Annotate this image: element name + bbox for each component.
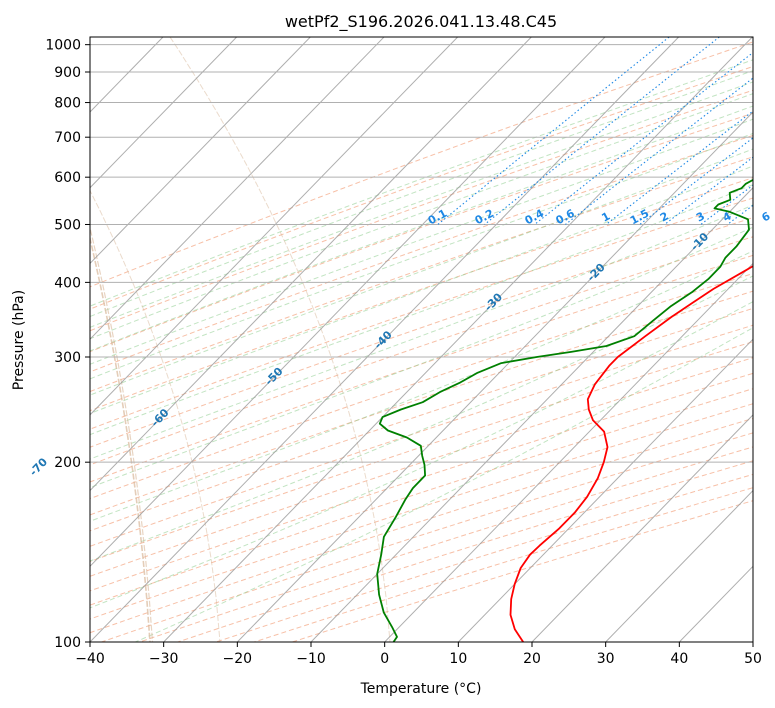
y-tick-label: 900 bbox=[54, 65, 81, 81]
dry-adiabat bbox=[90, 177, 753, 412]
y-tick-label: 600 bbox=[54, 170, 81, 186]
x-tick-label: 10 bbox=[449, 651, 467, 667]
mixing-ratio-line bbox=[534, 51, 753, 225]
mixing-ratio-line bbox=[605, 110, 753, 225]
plot-frame bbox=[89, 36, 754, 643]
dewpoint-trace bbox=[376, 178, 753, 642]
moist-adiabat bbox=[90, 81, 753, 328]
isotherm-line bbox=[163, 37, 753, 642]
temperature-trace bbox=[509, 265, 753, 642]
profile-traces bbox=[376, 178, 753, 642]
mixing-ratio-line bbox=[766, 32, 775, 225]
y-tick-label: 700 bbox=[54, 130, 81, 146]
x-tick-label: −20 bbox=[223, 651, 253, 667]
moist-adiabat bbox=[90, 184, 753, 436]
isotherm-line bbox=[90, 37, 385, 340]
y-axis-ticks: 100 200 300 400 500 600 700 800 900 1000 bbox=[45, 38, 90, 651]
y-tick-label: 500 bbox=[54, 217, 81, 233]
y-tick-label: 400 bbox=[54, 275, 81, 291]
isotherm-line bbox=[531, 414, 753, 642]
dry-adiabat bbox=[90, 41, 753, 288]
moist-adiabat bbox=[135, 327, 753, 642]
moist-adiabat bbox=[90, 93, 753, 340]
x-axis-label: Temperature (°C) bbox=[360, 681, 482, 697]
isotherm-line bbox=[90, 37, 606, 568]
x-axis-ticks: −40 −30 −20 −10 0 10 20 30 40 50 bbox=[75, 642, 762, 667]
moist-adiabats bbox=[90, 59, 753, 642]
pressure-gridlines bbox=[90, 44, 753, 642]
x-tick-label: 20 bbox=[523, 651, 541, 667]
isotherm-line bbox=[90, 37, 238, 189]
moist-adiabat bbox=[90, 301, 753, 609]
isotherm-line bbox=[90, 37, 311, 265]
y-tick-label: 100 bbox=[54, 635, 81, 651]
moist-adiabat bbox=[90, 275, 753, 562]
mixing-ratio-line bbox=[437, 37, 670, 225]
background-curve bbox=[169, 37, 391, 642]
isotherm-line bbox=[90, 37, 532, 492]
dry-adiabat bbox=[90, 372, 753, 592]
isotherm-label: -70 bbox=[27, 455, 50, 479]
x-tick-label: −30 bbox=[149, 651, 179, 667]
y-tick-label: 300 bbox=[54, 350, 81, 366]
isotherm-line bbox=[752, 641, 753, 642]
x-tick-label: −10 bbox=[296, 651, 326, 667]
chart-title: wetPf2_S196.2026.041.13.48.C45 bbox=[285, 12, 557, 32]
background-curve bbox=[90, 235, 151, 642]
background-curve bbox=[90, 189, 221, 642]
isotherm-line bbox=[384, 262, 753, 642]
y-tick-label: 1000 bbox=[45, 38, 81, 54]
x-tick-label: −40 bbox=[75, 651, 105, 667]
moist-adiabat bbox=[90, 204, 753, 460]
x-tick-label: 0 bbox=[380, 651, 389, 667]
mixing-ratio-label: 6 bbox=[760, 209, 773, 224]
moist-adiabat bbox=[90, 105, 753, 352]
isotherm-line bbox=[605, 489, 753, 642]
mixing-ratio-line bbox=[565, 77, 753, 225]
plot-background bbox=[90, 37, 753, 642]
y-tick-label: 200 bbox=[54, 455, 81, 471]
moist-adiabat bbox=[90, 165, 753, 415]
moist-adiabat bbox=[90, 118, 753, 365]
dry-adiabat bbox=[90, 388, 753, 606]
x-tick-label: 30 bbox=[597, 651, 615, 667]
background-curve bbox=[90, 225, 154, 642]
background-curves bbox=[90, 37, 391, 642]
y-axis-label: Pressure (hPa) bbox=[11, 290, 27, 390]
isotherm-line bbox=[236, 111, 753, 642]
moist-adiabat bbox=[90, 148, 753, 396]
x-tick-label: 40 bbox=[670, 651, 688, 667]
isotherm-line bbox=[90, 37, 680, 642]
dry-adiabat bbox=[90, 341, 753, 563]
isotherm-line bbox=[310, 187, 753, 642]
dry-adiabat bbox=[90, 89, 753, 332]
skewed-isotherms bbox=[90, 37, 753, 642]
isotherm-line bbox=[90, 37, 459, 416]
y-tick-label: 800 bbox=[54, 96, 81, 112]
moist-adiabat bbox=[90, 226, 753, 489]
dry-adiabat bbox=[90, 156, 753, 393]
x-tick-label: 50 bbox=[744, 651, 762, 667]
mixing-ratio-lines bbox=[437, 32, 775, 225]
